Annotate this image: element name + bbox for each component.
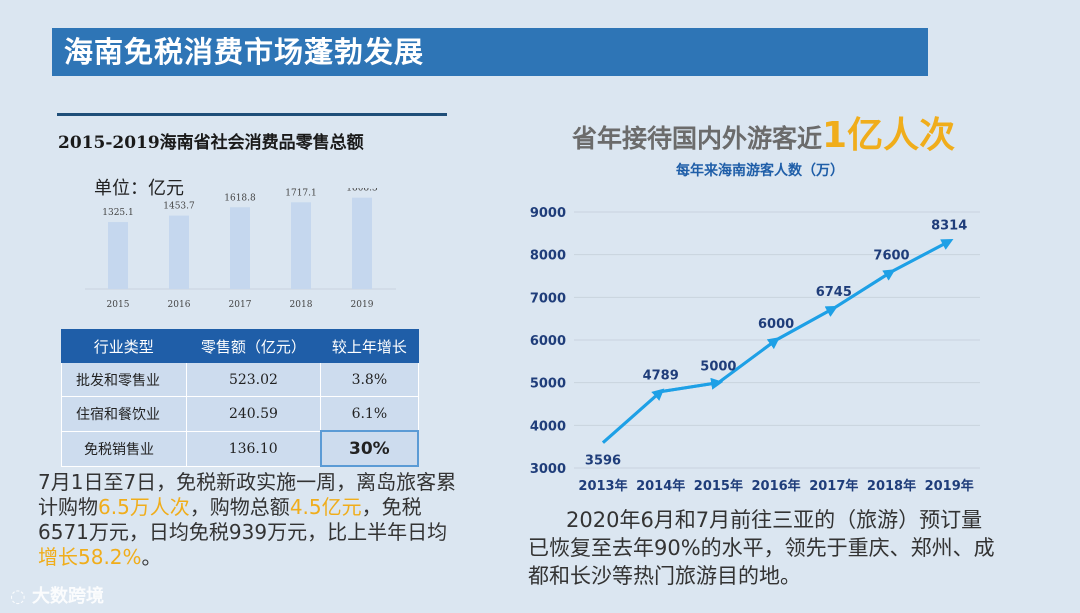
bar-value-label: 1325.1 [102, 208, 134, 218]
headline-big: 1亿人次 [822, 115, 956, 156]
line-chart-title: 每年来海南游客人数（万） [676, 163, 844, 179]
bar-value-label: 1717.1 [285, 188, 317, 198]
paragraph-text: ，购物总额 [189, 495, 290, 519]
x-tick-label: 2016年 [752, 478, 801, 494]
bar-chart: 1325.1 2015 1453.7 2016 1618.8 2017 1717.1 2018… [85, 188, 396, 310]
bar [169, 215, 189, 289]
left-paragraph: 7月1日至7日，免税新政实施一周，离岛旅客累计购物6.5万人次，购物总额4.5亿… [38, 470, 458, 570]
table-cell-growth: 6.1% [320, 396, 419, 432]
x-tick-label: 2014年 [636, 478, 685, 494]
series-segment [717, 337, 780, 384]
table-header: 较上年增长 [320, 329, 419, 363]
bar-value-label: 1618.8 [224, 193, 256, 203]
data-label: 4789 [643, 369, 679, 384]
right-headline: 省年接待国内外游客近1亿人次 [572, 106, 955, 158]
y-tick-label: 7000 [530, 291, 566, 306]
data-label: 3596 [585, 454, 621, 469]
x-tick-label: 2013年 [578, 478, 627, 494]
table-cell-type: 批发和零售业 [61, 362, 187, 397]
bar-category-label: 2019 [351, 300, 374, 310]
y-tick-label: 6000 [530, 334, 566, 349]
line-chart: 3000 4000 5000 6000 7000 8000 9000 2013年 2014年 20… [530, 206, 980, 494]
bar-category-label: 2015 [107, 300, 130, 310]
y-tick-label: 3000 [530, 462, 566, 477]
table-header-row: 行业类型 零售额（亿元） 较上年增长 [61, 329, 419, 363]
series-line [602, 239, 950, 444]
table-header: 零售额（亿元） [185, 329, 322, 363]
bar-value-label: 1453.7 [163, 202, 195, 212]
x-tick-label: 2019年 [925, 478, 974, 494]
table-cell-type: 免税销售业 [61, 430, 187, 467]
paragraph-text: 7月1日至7日，免税新政实施一周，离岛旅客累计购物 [38, 470, 457, 519]
watermark-logo: ◌ 大数跨境 [10, 582, 104, 608]
bar-category-label: 2016 [168, 300, 191, 310]
bar [352, 197, 372, 289]
series-segment [660, 377, 724, 394]
series-segment [890, 239, 954, 274]
bar-chart-title: 2015-2019海南省社会消费品零售总额 [58, 133, 364, 153]
x-tick-label: 2017年 [809, 478, 858, 494]
page-title: 海南免税消费市场蓬勃发展 [52, 28, 928, 76]
y-tick-label: 9000 [530, 206, 566, 221]
x-tick-label: 2015年 [694, 478, 743, 494]
unit-label: 单位：亿元 [94, 178, 184, 199]
series-segment [832, 269, 896, 310]
y-tick-label: 8000 [530, 249, 566, 264]
table-cell-amount: 523.02 [185, 362, 322, 397]
table-cell-amount: 240.59 [185, 396, 322, 432]
data-label: 6000 [758, 317, 794, 332]
bar-category-label: 2017 [229, 300, 252, 310]
watermark-text: 大数跨境 [32, 586, 104, 607]
y-tick-label: 5000 [530, 377, 566, 392]
series-segment [602, 388, 665, 444]
table-cell-growth: 3.8% [320, 362, 419, 397]
y-tick-label: 4000 [530, 419, 566, 434]
bar [230, 207, 250, 289]
table-row: 批发和零售业 523.02 3.8% [61, 362, 419, 397]
data-label: 7600 [873, 249, 909, 264]
highlight-growth-cell: 30% [319, 430, 420, 467]
highlight-total: 4.5亿元 [289, 495, 362, 519]
bar-category-label: 2018 [290, 300, 313, 310]
bar [291, 202, 311, 289]
divider [57, 113, 447, 116]
bar-value-label: 1808.3 [346, 188, 378, 194]
data-label: 5000 [700, 360, 736, 375]
table-row: 住宿和餐饮业 240.59 6.1% [61, 396, 419, 432]
series-segment [775, 305, 839, 342]
paragraph-text: 。 [141, 545, 162, 569]
table-cell-type: 住宿和餐饮业 [61, 396, 187, 432]
x-tick-label: 2018年 [867, 478, 916, 494]
highlight-visitors: 6.5万人次 [98, 495, 190, 519]
highlight-growth: 增长58.2% [38, 545, 142, 569]
paragraph-text: ，免税6571万元，日均免税939万元，比上半年日均 [38, 495, 448, 544]
table-row: 免税销售业 136.10 30% [61, 430, 420, 467]
data-label: 8314 [931, 218, 967, 233]
right-paragraph: 2020年6月和7月前往三亚的（旅游）预订量已恢复至去年90%的水平，领先于重庆… [528, 508, 995, 588]
logo-icon: ◌ [10, 586, 26, 607]
table-cell-amount: 136.10 [185, 430, 322, 467]
industry-table: 行业类型 零售额（亿元） 较上年增长 批发和零售业 523.02 3.8% 住宿… [61, 329, 420, 467]
headline-prefix: 省年接待国内外游客近 [572, 124, 823, 153]
data-label: 6745 [816, 285, 852, 300]
bar [108, 222, 128, 289]
table-header: 行业类型 [61, 329, 187, 363]
